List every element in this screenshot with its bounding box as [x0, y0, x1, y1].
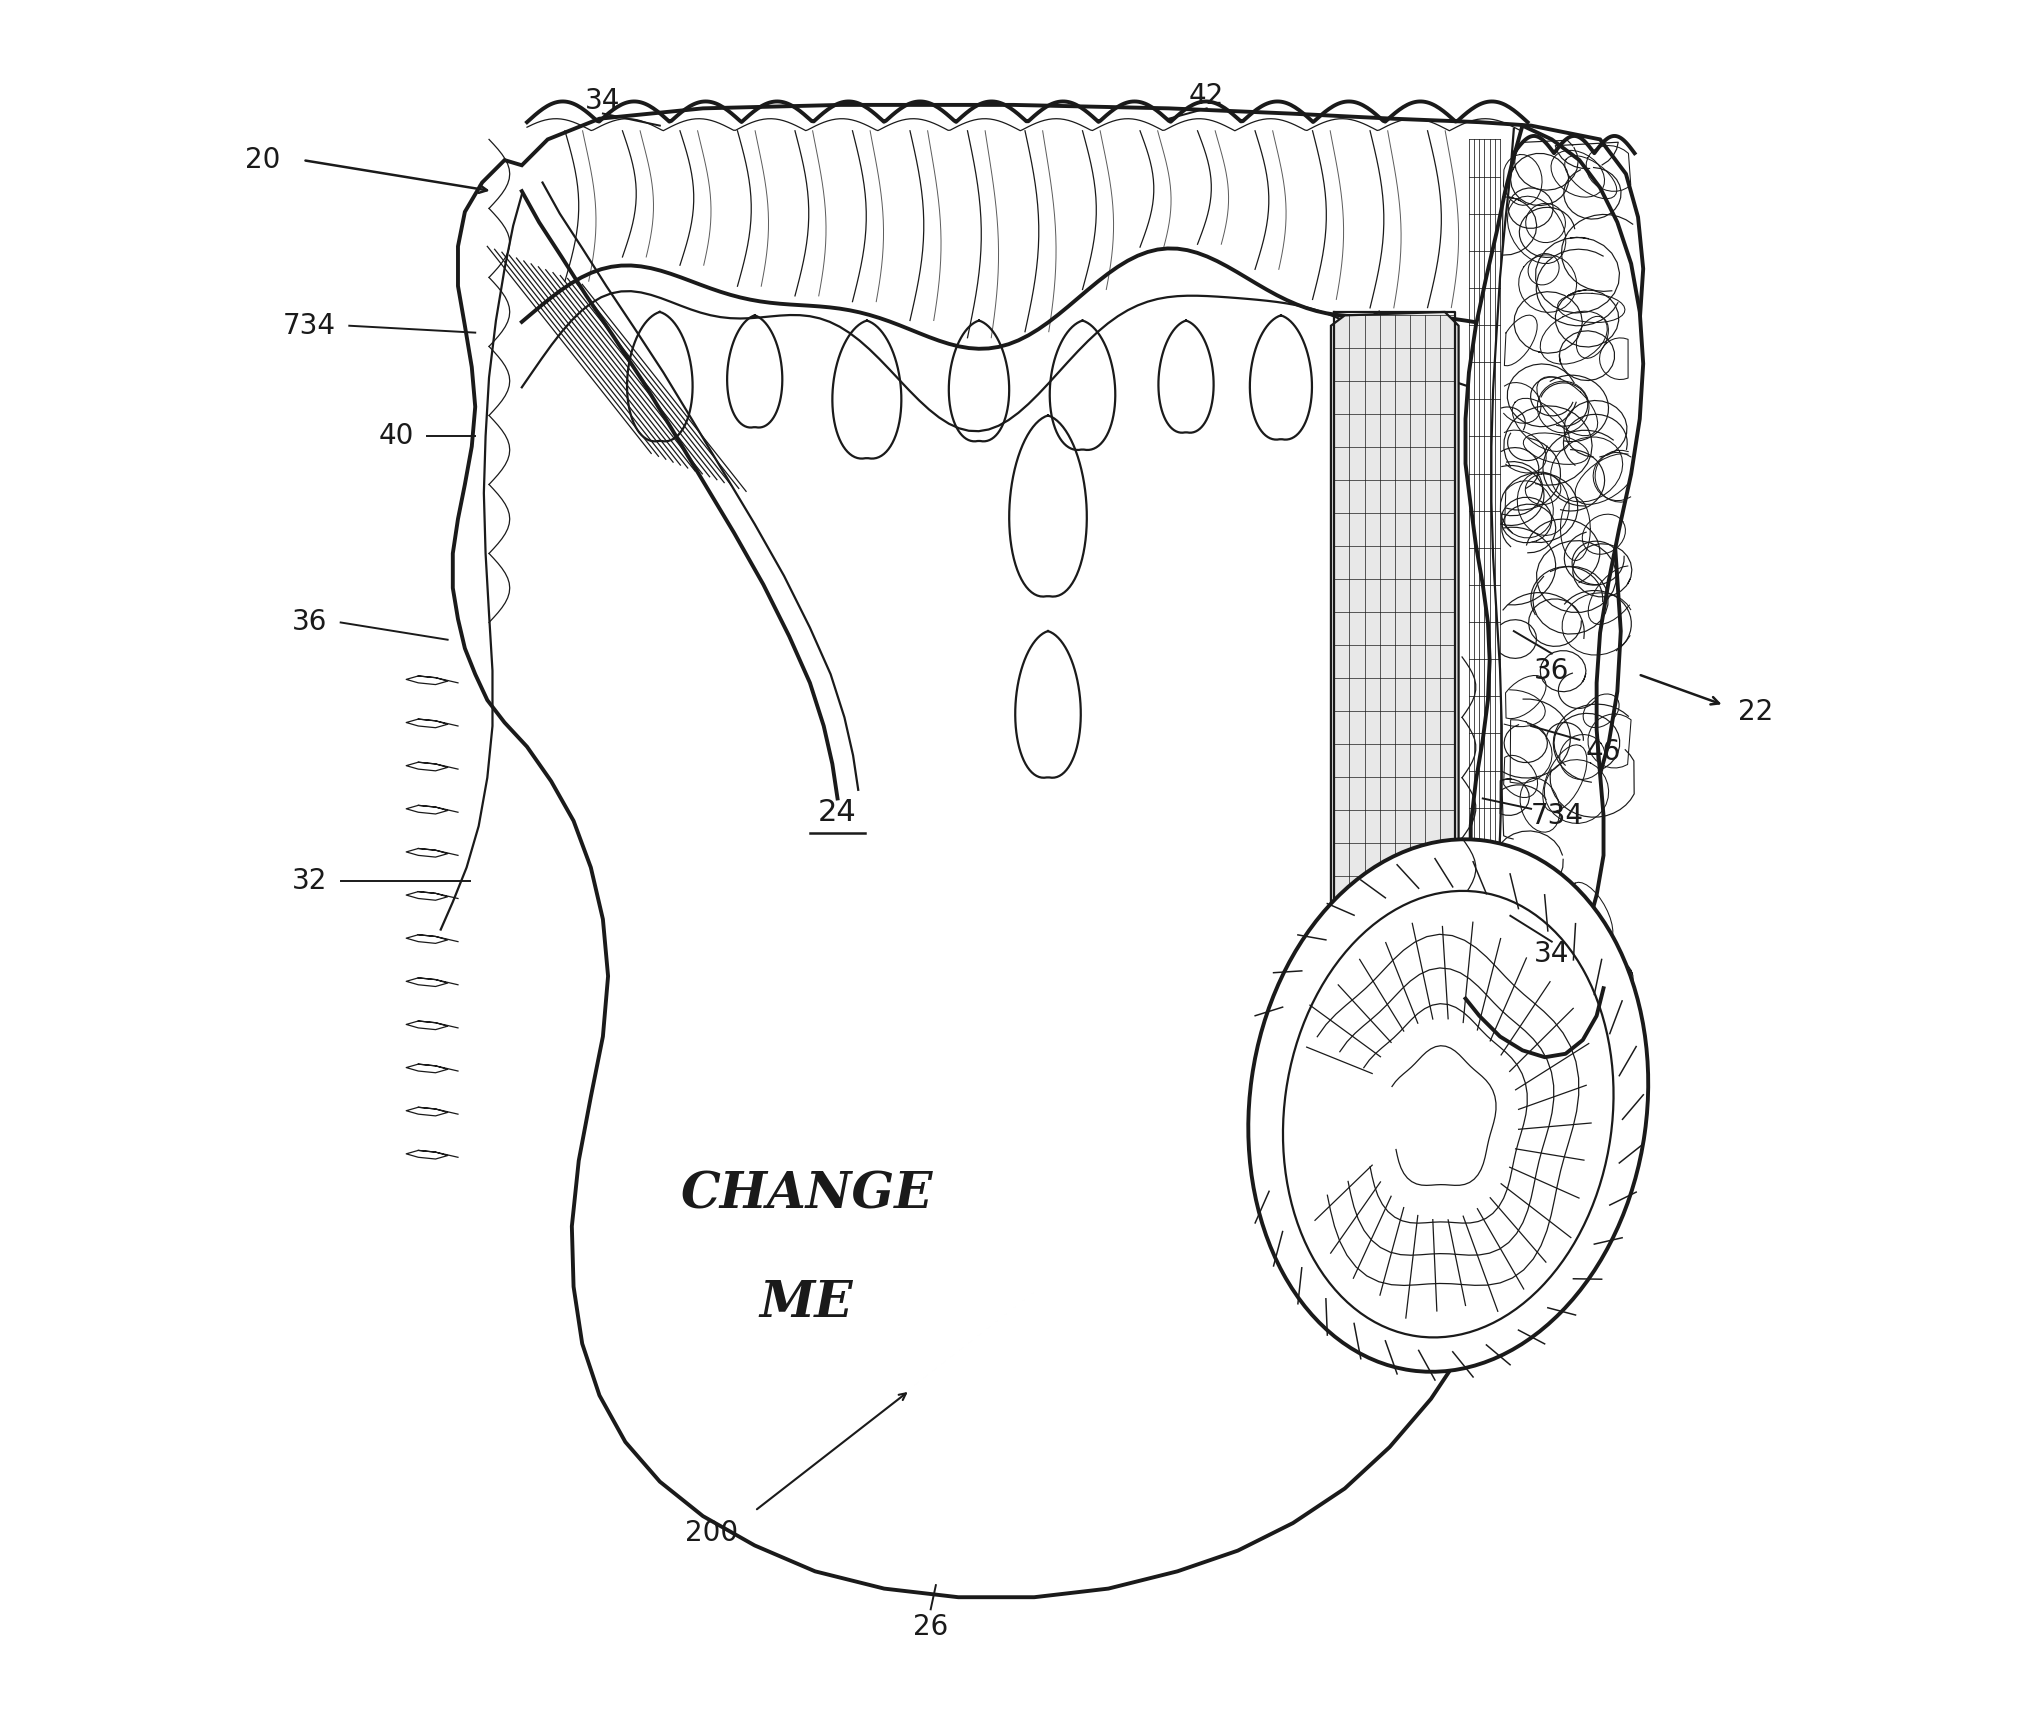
Text: 20: 20: [245, 147, 280, 175]
Text: 734: 734: [1530, 802, 1583, 829]
Polygon shape: [1466, 126, 1644, 1006]
Polygon shape: [1332, 313, 1459, 954]
Text: 46: 46: [1585, 738, 1622, 766]
Text: 34: 34: [1534, 940, 1569, 968]
Text: 36: 36: [1534, 657, 1569, 684]
Text: 42: 42: [1190, 83, 1224, 111]
Text: 200: 200: [685, 1519, 738, 1547]
Text: 34: 34: [586, 88, 620, 116]
Text: 734: 734: [284, 311, 336, 340]
Text: ME: ME: [760, 1279, 853, 1329]
Text: 22: 22: [1737, 698, 1774, 726]
Text: 26: 26: [912, 1612, 949, 1640]
Ellipse shape: [1249, 840, 1648, 1372]
Text: CHANGE: CHANGE: [681, 1172, 932, 1220]
Text: 40: 40: [379, 422, 414, 451]
Polygon shape: [452, 105, 1644, 1597]
Text: 24: 24: [819, 798, 857, 826]
Text: 32: 32: [292, 867, 326, 895]
Text: 36: 36: [292, 608, 326, 636]
Ellipse shape: [1283, 892, 1613, 1337]
